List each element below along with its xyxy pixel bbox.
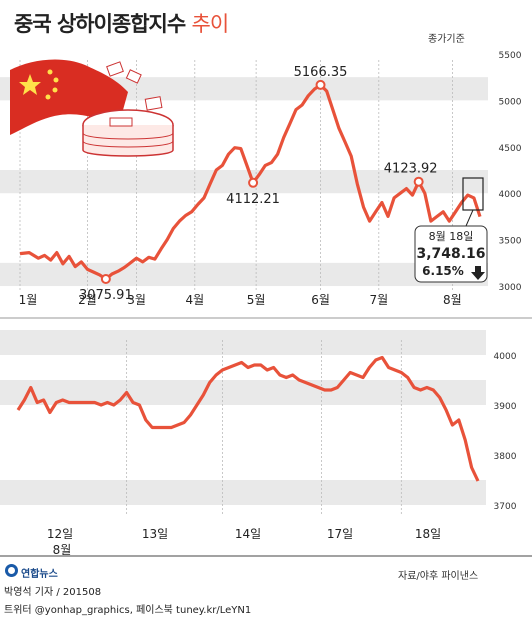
annotation-marker <box>248 177 259 188</box>
y-tick-label: 3000 <box>499 283 522 293</box>
y-tick-label: 4500 <box>499 144 522 154</box>
title-main: 중국 상하이종합지수 <box>14 12 186 36</box>
source-credit: 자료/야후 파이낸스 <box>398 571 479 582</box>
annotation-marker <box>315 79 326 90</box>
y-tick-label: 3800 <box>494 452 517 462</box>
y-tick-label: 4000 <box>499 190 522 200</box>
latest-value-callout: 8월 18일 3,748.16 6.15% <box>414 177 488 283</box>
top-chart-x-axis: 1월 2월 3월 4월 5월 6월 7월 8월 <box>19 293 462 307</box>
logo-text: 연합뉴스 <box>21 569 58 580</box>
grid-band <box>0 480 486 505</box>
chart-title: 중국 상하이종합지수 추이 <box>14 8 230 38</box>
x-tick-label: 2월 <box>78 293 97 307</box>
x-tick-label: 7월 <box>369 293 388 307</box>
y-tick-label: 5000 <box>499 97 522 107</box>
basis-label: 종가기준 <box>428 34 465 45</box>
flag-big-star-icon <box>19 74 41 95</box>
flag-small-star-icon <box>45 94 51 100</box>
flying-paper-icon <box>106 61 124 77</box>
callout-pointer <box>465 209 474 227</box>
x-tick-label: 8월 <box>443 293 462 307</box>
ballot-paper-icon <box>109 117 133 127</box>
yonhap-logo-icon <box>5 564 18 577</box>
title-suffix: 추이 <box>191 12 230 36</box>
annotation-label: 4112.21 <box>226 192 280 207</box>
x-tick-label: 18일 <box>415 527 441 541</box>
x-sublabel: 8월 <box>53 543 72 557</box>
x-tick-label: 6월 <box>311 293 330 307</box>
reporter-credit: 박영석 기자 / 201508 <box>4 587 102 598</box>
grid-band <box>0 170 488 194</box>
flag-small-star-icon <box>53 77 59 83</box>
ballot-box-stripes <box>82 132 174 148</box>
bottom-chart-series <box>16 355 480 482</box>
callout-change: 6.15% <box>422 264 464 278</box>
index-line <box>16 355 480 482</box>
callout-box <box>414 225 488 283</box>
y-tick-label: 3700 <box>494 502 517 512</box>
x-tick-label: 12일 <box>47 527 73 541</box>
x-tick-label: 17일 <box>327 527 353 541</box>
x-tick-label: 13일 <box>142 527 168 541</box>
down-arrow-icon <box>471 266 485 280</box>
china-flag-ballot-box-illustration <box>10 59 174 157</box>
x-tick-label: 1월 <box>19 293 38 307</box>
bottom-chart-grid <box>0 330 486 505</box>
annotation-label: 5166.35 <box>294 65 348 80</box>
flag-small-star-icon <box>52 87 58 93</box>
y-tick-label: 3900 <box>494 402 517 412</box>
annotation-marker <box>413 176 424 187</box>
social-credit: 트위터 @yonhap_graphics, 페이스북 tuney.kr/LeYN… <box>4 605 252 616</box>
top-chart-annotations: 3075.91 4112.21 5166.35 4123.92 <box>79 65 438 303</box>
callout-date: 8월 18일 <box>429 229 474 243</box>
x-tick-label: 5월 <box>247 293 266 307</box>
top-chart-y-axis: 3000 3500 4000 4500 5000 5500 <box>499 51 522 293</box>
ballot-box-body <box>82 125 174 157</box>
flag-small-star-icon <box>47 69 53 75</box>
grid-band <box>0 380 486 405</box>
top-chart-markers <box>100 79 424 285</box>
flying-paper-icon <box>125 69 142 84</box>
annotation-marker <box>100 274 111 285</box>
x-tick-label: 3월 <box>127 293 146 307</box>
x-tick-label: 14일 <box>235 527 261 541</box>
annotation-label: 4123.92 <box>384 162 438 177</box>
bottom-chart-x-axis: 12일 13일 14일 17일 18일 8월 <box>47 527 441 557</box>
y-tick-label: 3500 <box>499 237 522 247</box>
callout-value: 3,748.16 <box>416 246 485 262</box>
bottom-chart-y-axis: 3700 3800 3900 4000 <box>494 352 517 512</box>
grid-band <box>0 330 486 355</box>
y-tick-label: 5500 <box>499 51 522 61</box>
annotation-label: 3075.91 <box>79 288 133 303</box>
y-tick-label: 4000 <box>494 352 517 362</box>
flying-paper-icon <box>144 96 163 111</box>
x-tick-label: 4월 <box>185 293 204 307</box>
